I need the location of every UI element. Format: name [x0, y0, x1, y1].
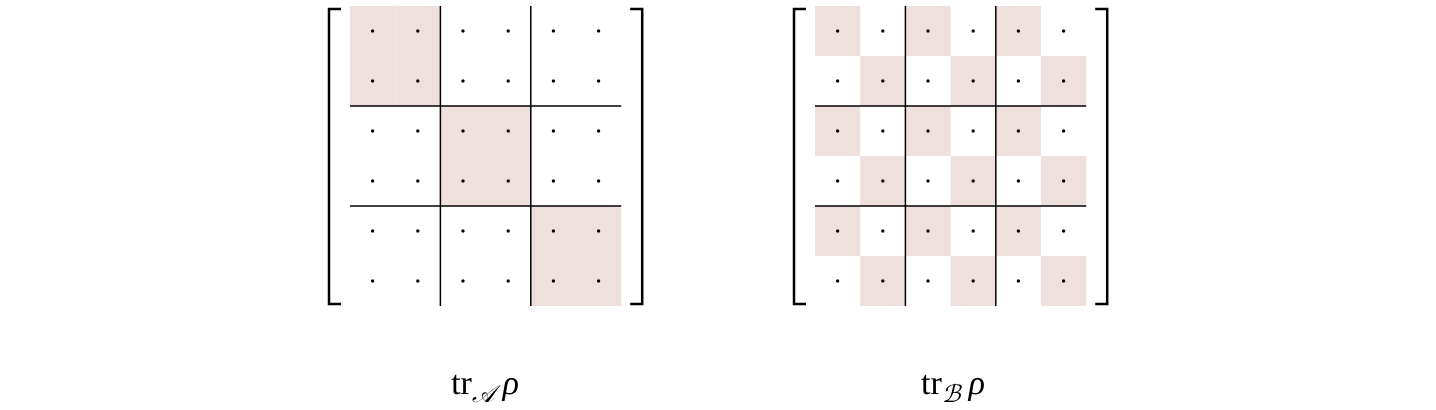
dot: [971, 129, 975, 133]
label: tr𝒜 ρ: [451, 365, 519, 408]
dot: [461, 79, 465, 83]
dot: [416, 29, 420, 33]
label-arg: ρ: [502, 365, 519, 402]
dot: [926, 79, 930, 83]
bracket-left: [327, 7, 341, 306]
bracket-right: [630, 7, 644, 306]
dot: [1016, 279, 1021, 283]
label-sub: 𝒜: [472, 382, 502, 408]
dot: [506, 179, 510, 183]
dot: [1016, 179, 1021, 183]
dot: [597, 29, 601, 33]
dot: [506, 79, 510, 83]
dot: [461, 29, 465, 33]
dot: [881, 129, 885, 133]
dot: [926, 229, 930, 233]
dot: [551, 129, 556, 133]
dot: [836, 79, 840, 83]
dot: [1062, 79, 1066, 83]
dot: [971, 29, 975, 33]
dot: [551, 29, 556, 33]
dot: [597, 229, 601, 233]
matrix-interleaved: [792, 6, 1109, 306]
dot: [836, 129, 840, 133]
dot: [881, 29, 885, 33]
dot: [881, 179, 885, 183]
label-arg: ρ: [968, 365, 985, 402]
dot: [1062, 179, 1066, 183]
dot: [416, 79, 420, 83]
dot: [1062, 279, 1066, 283]
dot: [1062, 229, 1066, 233]
dot: [597, 129, 601, 133]
dot: [1062, 129, 1066, 133]
dot: [371, 279, 375, 283]
dot: [971, 279, 975, 283]
dot: [416, 129, 420, 133]
dot: [597, 279, 601, 283]
dot: [881, 279, 885, 283]
dot: [971, 229, 975, 233]
dot: [836, 229, 840, 233]
dot: [506, 129, 510, 133]
dot: [551, 279, 556, 283]
dot: [461, 129, 465, 133]
dot: [1016, 129, 1021, 133]
dot: [926, 129, 930, 133]
dot: [506, 229, 510, 233]
label-sub: ℬ: [942, 382, 963, 408]
bracket-right: [1095, 7, 1109, 306]
dot: [461, 229, 465, 233]
dot: [597, 79, 601, 83]
dot: [371, 229, 375, 233]
dot: [416, 179, 420, 183]
dot: [926, 29, 930, 33]
dot: [371, 179, 375, 183]
bracket-left: [792, 7, 806, 306]
dot: [926, 279, 930, 283]
dot: [371, 29, 375, 33]
label-op: tr: [451, 365, 472, 402]
dot: [506, 279, 510, 283]
label-op: tr: [921, 365, 942, 402]
dot: [551, 79, 556, 83]
dot: [1016, 229, 1021, 233]
dot: [597, 179, 601, 183]
dot: [926, 179, 930, 183]
dot: [461, 179, 465, 183]
dot: [1016, 79, 1021, 83]
dot: [836, 179, 840, 183]
dot: [551, 179, 556, 183]
dot: [416, 229, 420, 233]
dot: [461, 279, 465, 283]
matrix-block-diagonal: [327, 6, 644, 306]
label: trℬ ρ: [921, 365, 985, 408]
dot: [1062, 29, 1066, 33]
dot: [506, 29, 510, 33]
dot: [416, 279, 420, 283]
dot: [1016, 29, 1021, 33]
dot: [371, 79, 375, 83]
dot: [551, 229, 556, 233]
dot: [971, 179, 975, 183]
dot: [836, 29, 840, 33]
dot: [881, 229, 885, 233]
dot: [881, 79, 885, 83]
dot: [971, 79, 975, 83]
dot: [371, 129, 375, 133]
dot: [836, 279, 840, 283]
